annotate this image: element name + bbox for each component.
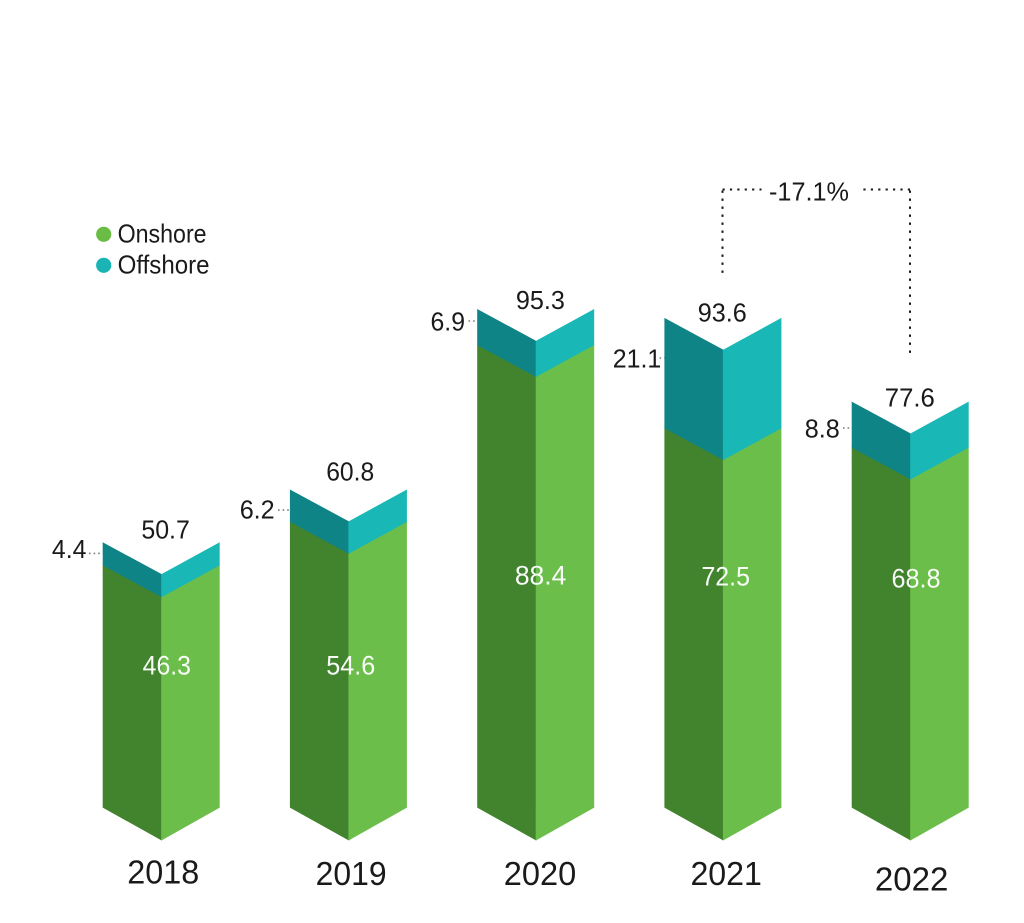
svg-text:6.9: 6.9 [431, 307, 466, 337]
svg-text:6.2: 6.2 [240, 495, 275, 525]
svg-text:2022: 2022 [875, 860, 949, 897]
svg-text:Onshore: Onshore [118, 219, 207, 249]
svg-text:68.8: 68.8 [892, 564, 941, 594]
svg-text:2020: 2020 [504, 855, 577, 892]
svg-text:2021: 2021 [690, 855, 762, 892]
svg-text:8.8: 8.8 [805, 413, 840, 443]
svg-text:21.1: 21.1 [613, 343, 662, 373]
svg-text:77.6: 77.6 [885, 382, 935, 412]
svg-text:54.6: 54.6 [326, 650, 375, 680]
svg-text:88.4: 88.4 [515, 561, 567, 591]
svg-text:2019: 2019 [316, 855, 387, 892]
svg-text:60.8: 60.8 [326, 456, 374, 486]
svg-text:95.3: 95.3 [516, 285, 565, 315]
svg-text:4.4: 4.4 [52, 534, 87, 564]
svg-text:2018: 2018 [127, 854, 199, 891]
svg-text:72.5: 72.5 [701, 561, 750, 591]
svg-text:50.7: 50.7 [141, 515, 190, 545]
svg-text:93.6: 93.6 [698, 297, 747, 327]
svg-text:-17.1%: -17.1% [769, 177, 849, 207]
svg-text:Offshore: Offshore [118, 250, 210, 280]
svg-text:46.3: 46.3 [143, 650, 191, 680]
